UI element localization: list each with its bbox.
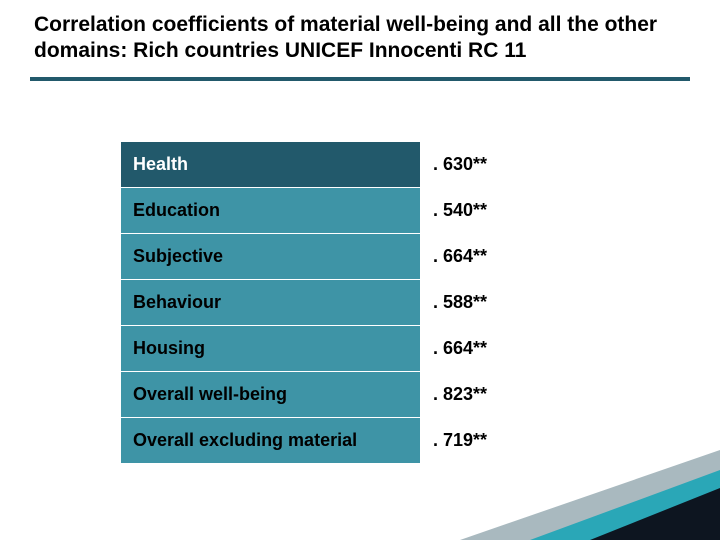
domain-cell: Housing: [121, 325, 421, 371]
correlation-table: Health . 630** Education . 540** Subject…: [120, 141, 611, 464]
table-row: Behaviour . 588**: [121, 279, 611, 325]
coef-cell: . 823**: [421, 371, 611, 417]
domain-cell: Education: [121, 187, 421, 233]
correlation-table-wrap: Health . 630** Education . 540** Subject…: [120, 141, 610, 464]
domain-cell: Behaviour: [121, 279, 421, 325]
slide-title: Correlation coefficients of material wel…: [34, 12, 686, 65]
table-row: Health . 630**: [121, 141, 611, 187]
divider-wrap: [0, 65, 720, 81]
slide: Correlation coefficients of material wel…: [0, 0, 720, 540]
title-block: Correlation coefficients of material wel…: [0, 0, 720, 65]
coef-cell: . 630**: [421, 141, 611, 187]
domain-cell: Subjective: [121, 233, 421, 279]
table-row: Overall well-being . 823**: [121, 371, 611, 417]
domain-cell: Overall well-being: [121, 371, 421, 417]
table-row: Subjective . 664**: [121, 233, 611, 279]
coef-cell: . 588**: [421, 279, 611, 325]
coef-cell: . 664**: [421, 325, 611, 371]
table-row: Education . 540**: [121, 187, 611, 233]
domain-cell: Overall excluding material: [121, 417, 421, 463]
coef-cell: . 540**: [421, 187, 611, 233]
corner-triangle-icon: [590, 488, 720, 540]
table-row: Housing . 664**: [121, 325, 611, 371]
domain-cell: Health: [121, 141, 421, 187]
coef-cell: . 664**: [421, 233, 611, 279]
title-divider: [30, 77, 690, 81]
